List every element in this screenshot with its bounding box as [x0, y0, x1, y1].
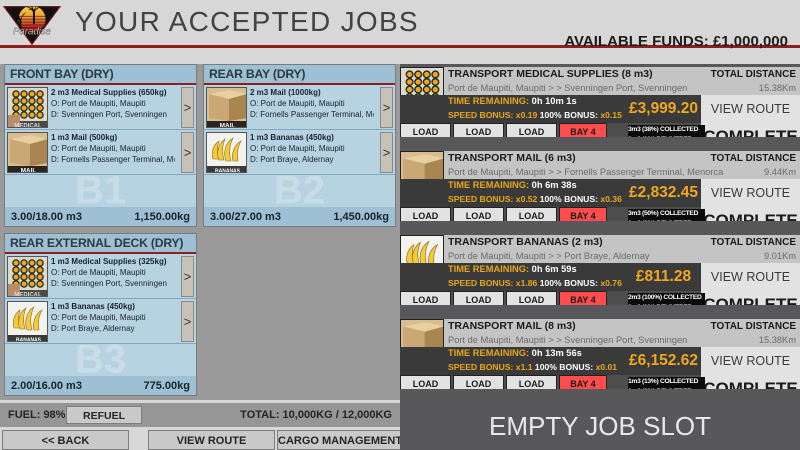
svg-text:MEDICAL: MEDICAL [14, 292, 42, 297]
svg-text:MAIL: MAIL [21, 167, 37, 173]
svg-text:BANANAS: BANANAS [215, 168, 241, 173]
svg-text:MAIL: MAIL [220, 122, 236, 128]
svg-text:BANANAS: BANANAS [16, 337, 42, 342]
svg-text:MEDICAL: MEDICAL [14, 123, 42, 128]
svg-text:Paradise: Paradise [13, 27, 52, 38]
